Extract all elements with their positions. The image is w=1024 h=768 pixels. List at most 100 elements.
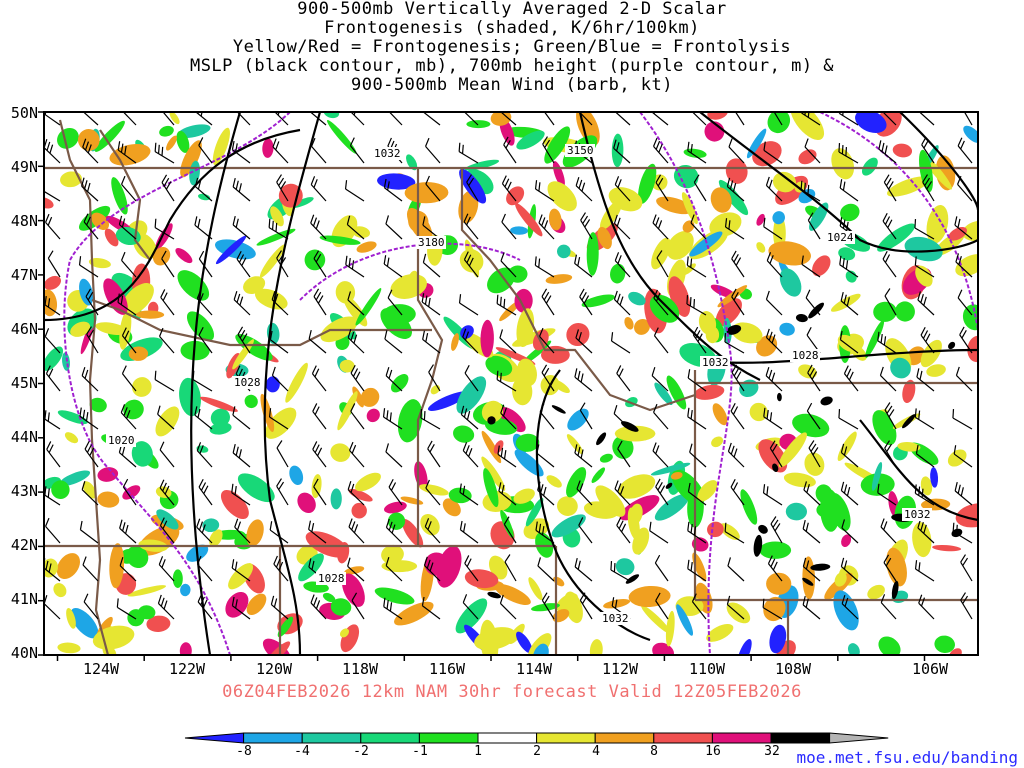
- shading-blob: [176, 130, 190, 153]
- washington-oregon-border: [91, 298, 432, 347]
- shading-blob: [348, 488, 373, 502]
- wind-barb: [271, 366, 289, 392]
- shading-blob: [199, 396, 238, 412]
- wind-barb: [838, 409, 859, 430]
- svg-text:3150: 3150: [567, 144, 594, 157]
- shading-blob: [955, 503, 978, 528]
- shading-blob: [547, 181, 577, 212]
- shading-blob: [169, 112, 180, 125]
- lon-label: 106W: [911, 660, 949, 678]
- wind-barb: [463, 251, 479, 278]
- wind-barb: [801, 255, 821, 278]
- shading-blob: [779, 322, 795, 336]
- wind-barb: [196, 518, 213, 544]
- shading-blob: [915, 265, 933, 287]
- wind-barb: [730, 478, 745, 506]
- shading-core: [948, 341, 956, 350]
- shading-blob: [256, 228, 296, 246]
- wind-barb: [269, 330, 289, 354]
- shading-blob: [64, 432, 79, 444]
- wind-barb: [276, 174, 289, 202]
- shading-blob: [198, 193, 211, 201]
- wind-barb: [385, 215, 403, 240]
- shading-blob: [544, 126, 571, 164]
- shading-blob: [861, 157, 878, 176]
- shading-blob: [514, 288, 533, 313]
- wind-barb: [920, 326, 935, 354]
- shading-blob: [212, 127, 230, 166]
- title-line-1: 900-500mb Vertically Averaged 2-D Scalar: [297, 0, 727, 19]
- shading-blob: [319, 235, 361, 245]
- shading-blob: [265, 376, 280, 393]
- title-line-2: Frontogenesis (shaded, K/6hr/100km): [324, 18, 700, 38]
- wind-barb: [839, 255, 859, 278]
- shading-core: [665, 482, 673, 489]
- wind-barb: [45, 213, 61, 240]
- wind-barb: [770, 112, 783, 126]
- wind-barb: [731, 250, 745, 278]
- wind-barb: [346, 215, 365, 240]
- shading-blob: [179, 642, 192, 655]
- wind-barb: [610, 332, 631, 354]
- wind-barb: [727, 557, 745, 582]
- credit-link[interactable]: moe.met.fsu.edu/banding: [796, 748, 1018, 767]
- shading-core: [726, 324, 742, 335]
- svg-text:1032: 1032: [602, 612, 629, 625]
- wind-barb: [276, 478, 289, 506]
- wind-barb: [884, 402, 897, 430]
- shading-blob: [196, 445, 209, 453]
- wind-barb: [154, 218, 175, 240]
- wind-barb: [85, 288, 99, 316]
- wind-barb: [161, 250, 175, 278]
- wind-barb: [917, 519, 935, 544]
- wind-barb: [154, 370, 175, 392]
- shading-blob: [516, 130, 545, 150]
- wind-barb: [422, 253, 441, 278]
- wind-barb: [501, 175, 517, 202]
- shading-blob: [255, 288, 288, 310]
- wind-barb: [877, 483, 897, 506]
- shading-blob: [485, 355, 513, 377]
- shading-blob: [599, 453, 613, 463]
- shading-blob: [830, 293, 861, 312]
- wind-barb: [765, 290, 783, 316]
- wind-barb: [578, 517, 593, 544]
- wind-barb: [802, 520, 821, 544]
- shading-blob: [146, 615, 171, 633]
- shading-blob: [351, 502, 367, 519]
- shading-blob: [766, 572, 792, 595]
- wind-barb: [81, 177, 99, 202]
- shading-blob: [778, 432, 807, 468]
- shading-blob: [614, 425, 656, 442]
- shading-blob: [597, 226, 612, 250]
- shading-blob: [109, 543, 125, 589]
- lat-label: 49N: [10, 158, 38, 176]
- shading-blob: [528, 577, 543, 601]
- wind-barb: [273, 555, 289, 582]
- lat-label: 43N: [10, 482, 38, 500]
- shading-blob: [715, 298, 742, 327]
- shading-blob: [656, 196, 693, 215]
- wind-barb: [311, 365, 327, 392]
- wind-barb: [312, 403, 327, 430]
- wind-barb: [117, 293, 137, 316]
- wind-barb: [728, 138, 745, 164]
- wind-barb: [236, 250, 251, 278]
- wind-barb: [347, 291, 365, 316]
- height-label: 3180: [416, 236, 446, 249]
- shading-blob: [289, 465, 304, 486]
- wind-barb: [503, 136, 517, 164]
- wind-barb: [420, 409, 441, 430]
- shading-blob: [740, 489, 758, 525]
- wind-barb: [914, 408, 935, 430]
- shading-blob: [948, 227, 967, 241]
- shading-blob: [374, 587, 415, 605]
- shading-blob: [707, 521, 724, 538]
- shading-blob: [506, 186, 525, 206]
- shading-blob: [393, 601, 434, 626]
- shading-core: [902, 414, 916, 429]
- puget-sound: [99, 129, 151, 261]
- wind-barb: [807, 364, 821, 392]
- wind-barb: [383, 255, 403, 278]
- wind-barb: [613, 139, 631, 164]
